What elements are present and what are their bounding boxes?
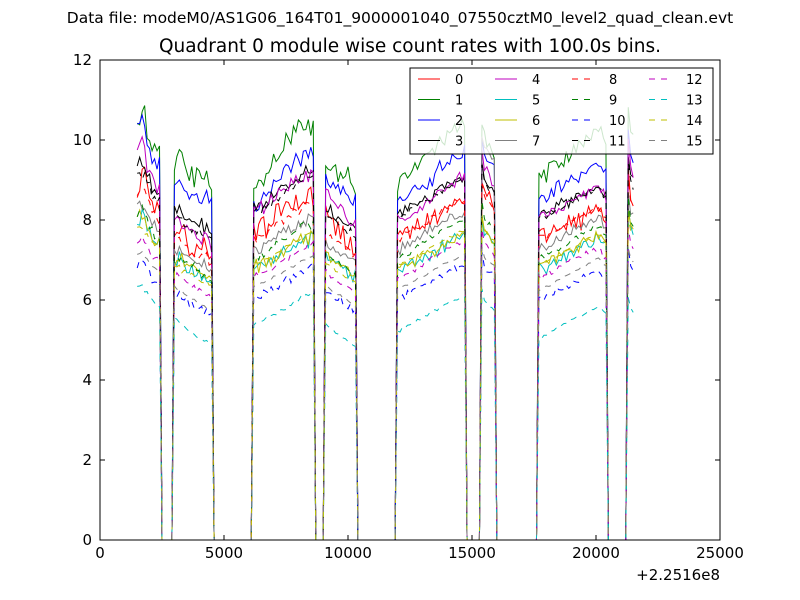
y-tick-label: 10	[73, 131, 92, 149]
y-tick-label: 4	[82, 371, 92, 389]
legend-label-13: 13	[686, 94, 703, 109]
y-tick-label: 12	[73, 51, 92, 69]
x-tick-label: 10000	[324, 544, 372, 562]
legend-label-10: 10	[609, 114, 626, 129]
y-tick-label: 0	[82, 531, 92, 549]
x-tick-label: 5000	[205, 544, 243, 562]
series-line-0	[136, 166, 634, 540]
series-line-4	[136, 135, 634, 540]
legend-label-0: 0	[455, 73, 463, 88]
series-line-2	[137, 113, 634, 540]
x-offset-label: +2.2516e8	[636, 566, 720, 584]
series-line-15	[137, 246, 634, 540]
series-line-12	[136, 227, 634, 540]
legend-label-7: 7	[532, 135, 540, 150]
legend-box	[409, 67, 714, 155]
series-layer	[136, 105, 634, 540]
series-line-5	[137, 207, 634, 540]
legend-label-11: 11	[609, 135, 626, 150]
series-line-9	[136, 195, 634, 540]
legend-label-15: 15	[686, 135, 703, 150]
y-tick-label: 6	[82, 291, 92, 309]
legend-label-1: 1	[455, 94, 463, 109]
legend-label-3: 3	[455, 135, 463, 150]
legend-label-8: 8	[609, 73, 617, 88]
x-tick-label: 15000	[448, 544, 496, 562]
x-tick-label: 0	[95, 544, 105, 562]
series-line-3	[136, 155, 634, 540]
chart-title: Quadrant 0 module wise count rates with …	[158, 36, 662, 57]
series-line-7	[136, 136, 634, 540]
figure-suptitle: Data file: modeM0/AS1G06_164T01_90000010…	[66, 9, 734, 27]
legend-label-6: 6	[532, 114, 540, 129]
x-tick-label: 25000	[696, 544, 744, 562]
x-axis: 0 5000 10000 15000 20000 25000	[95, 60, 744, 562]
legend-label-12: 12	[686, 73, 703, 88]
legend-label-2: 2	[455, 114, 463, 129]
legend-label-9: 9	[609, 94, 617, 109]
x-tick-label: 20000	[572, 544, 620, 562]
y-tick-label: 8	[82, 211, 92, 229]
legend-label-14: 14	[686, 114, 703, 129]
series-line-1	[136, 105, 634, 540]
series-line-6	[136, 208, 634, 540]
legend-label-4: 4	[532, 73, 540, 88]
y-tick-label: 2	[82, 451, 92, 469]
legend-label-5: 5	[532, 94, 540, 109]
